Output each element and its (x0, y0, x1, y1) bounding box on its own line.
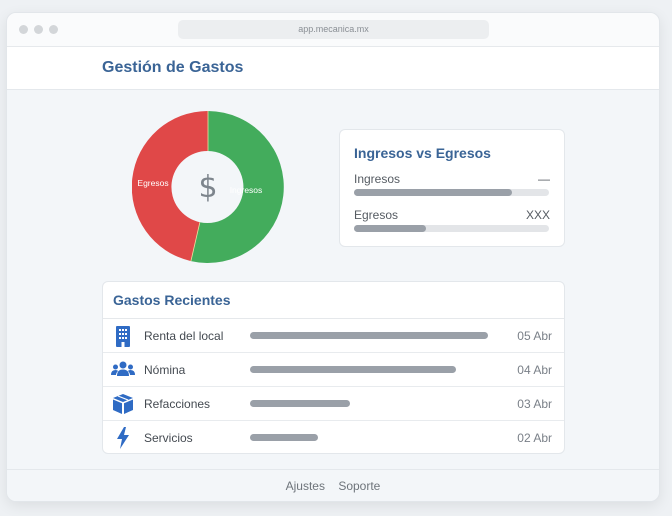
income-progress-track (354, 189, 549, 196)
card-title: Gastos Recientes (103, 282, 564, 319)
expense-progress-track (354, 225, 549, 232)
income-label: Ingresos (354, 172, 401, 186)
dollar-icon: $ (198, 170, 217, 205)
income-vs-expense-card: Ingresos vs Egresos Ingresos — Egresos X… (339, 129, 565, 247)
expense-label: Servicios (144, 431, 193, 445)
minimize-window-dot[interactable] (34, 25, 43, 34)
building-icon (116, 326, 130, 347)
expense-label: Nómina (144, 363, 186, 377)
browser-window: app.mecanica.mx Gestión de Gastos Ingres… (6, 12, 660, 502)
footer: Ajustes Soporte (7, 469, 659, 501)
users-icon (111, 361, 135, 376)
expense-date: 02 Abr (517, 431, 552, 445)
footer-link-soporte[interactable]: Soporte (338, 479, 381, 493)
close-window-dot[interactable] (19, 25, 28, 34)
page-header: Gestión de Gastos (7, 47, 659, 90)
expense-row-refacciones[interactable]: Refacciones 03 Abr (103, 387, 564, 421)
income-value: — (538, 172, 550, 186)
expense-label: Refacciones (144, 397, 211, 411)
expense-value: XXX (525, 208, 550, 222)
income-progress-fill (354, 189, 512, 196)
expense-date: 03 Abr (517, 397, 552, 411)
expense-amount-bar (250, 434, 318, 441)
expense-amount-bar (250, 400, 350, 407)
donut-label-ingresos: Ingresos (230, 185, 263, 195)
url-bar[interactable]: app.mecanica.mx (178, 20, 489, 39)
expense-row-nomina[interactable]: Nómina 04 Abr (103, 353, 564, 387)
expense-amount-bar (250, 366, 456, 373)
expense-progress-fill (354, 225, 427, 232)
expense-row-servicios[interactable]: Servicios 02 Abr (103, 421, 564, 455)
card-title: Ingresos vs Egresos (354, 145, 491, 161)
title-bar: app.mecanica.mx (7, 13, 659, 47)
bolt-icon (117, 427, 129, 449)
page-title: Gestión de Gastos (102, 59, 244, 76)
income-expense-donut-chart: Ingresos Egresos $ (132, 111, 284, 263)
donut-label-egresos: Egresos (137, 178, 168, 188)
expense-row-renta[interactable]: Renta del local 05 Abr (103, 319, 564, 353)
donut-segment-egresos[interactable] (132, 111, 208, 262)
expense-label: Renta del local (144, 329, 224, 343)
expense-amount-bar (250, 332, 488, 339)
donut-segment-ingresos[interactable] (190, 111, 284, 263)
expense-date: 05 Abr (517, 329, 552, 343)
footer-link-ajustes[interactable]: Ajustes (285, 479, 325, 493)
maximize-window-dot[interactable] (49, 25, 58, 34)
expense-date: 04 Abr (517, 363, 552, 377)
box-icon (113, 394, 133, 414)
recent-expenses-card: Gastos Recientes Renta del local 05 Abr … (102, 281, 565, 454)
expense-label: Egresos (354, 208, 399, 222)
